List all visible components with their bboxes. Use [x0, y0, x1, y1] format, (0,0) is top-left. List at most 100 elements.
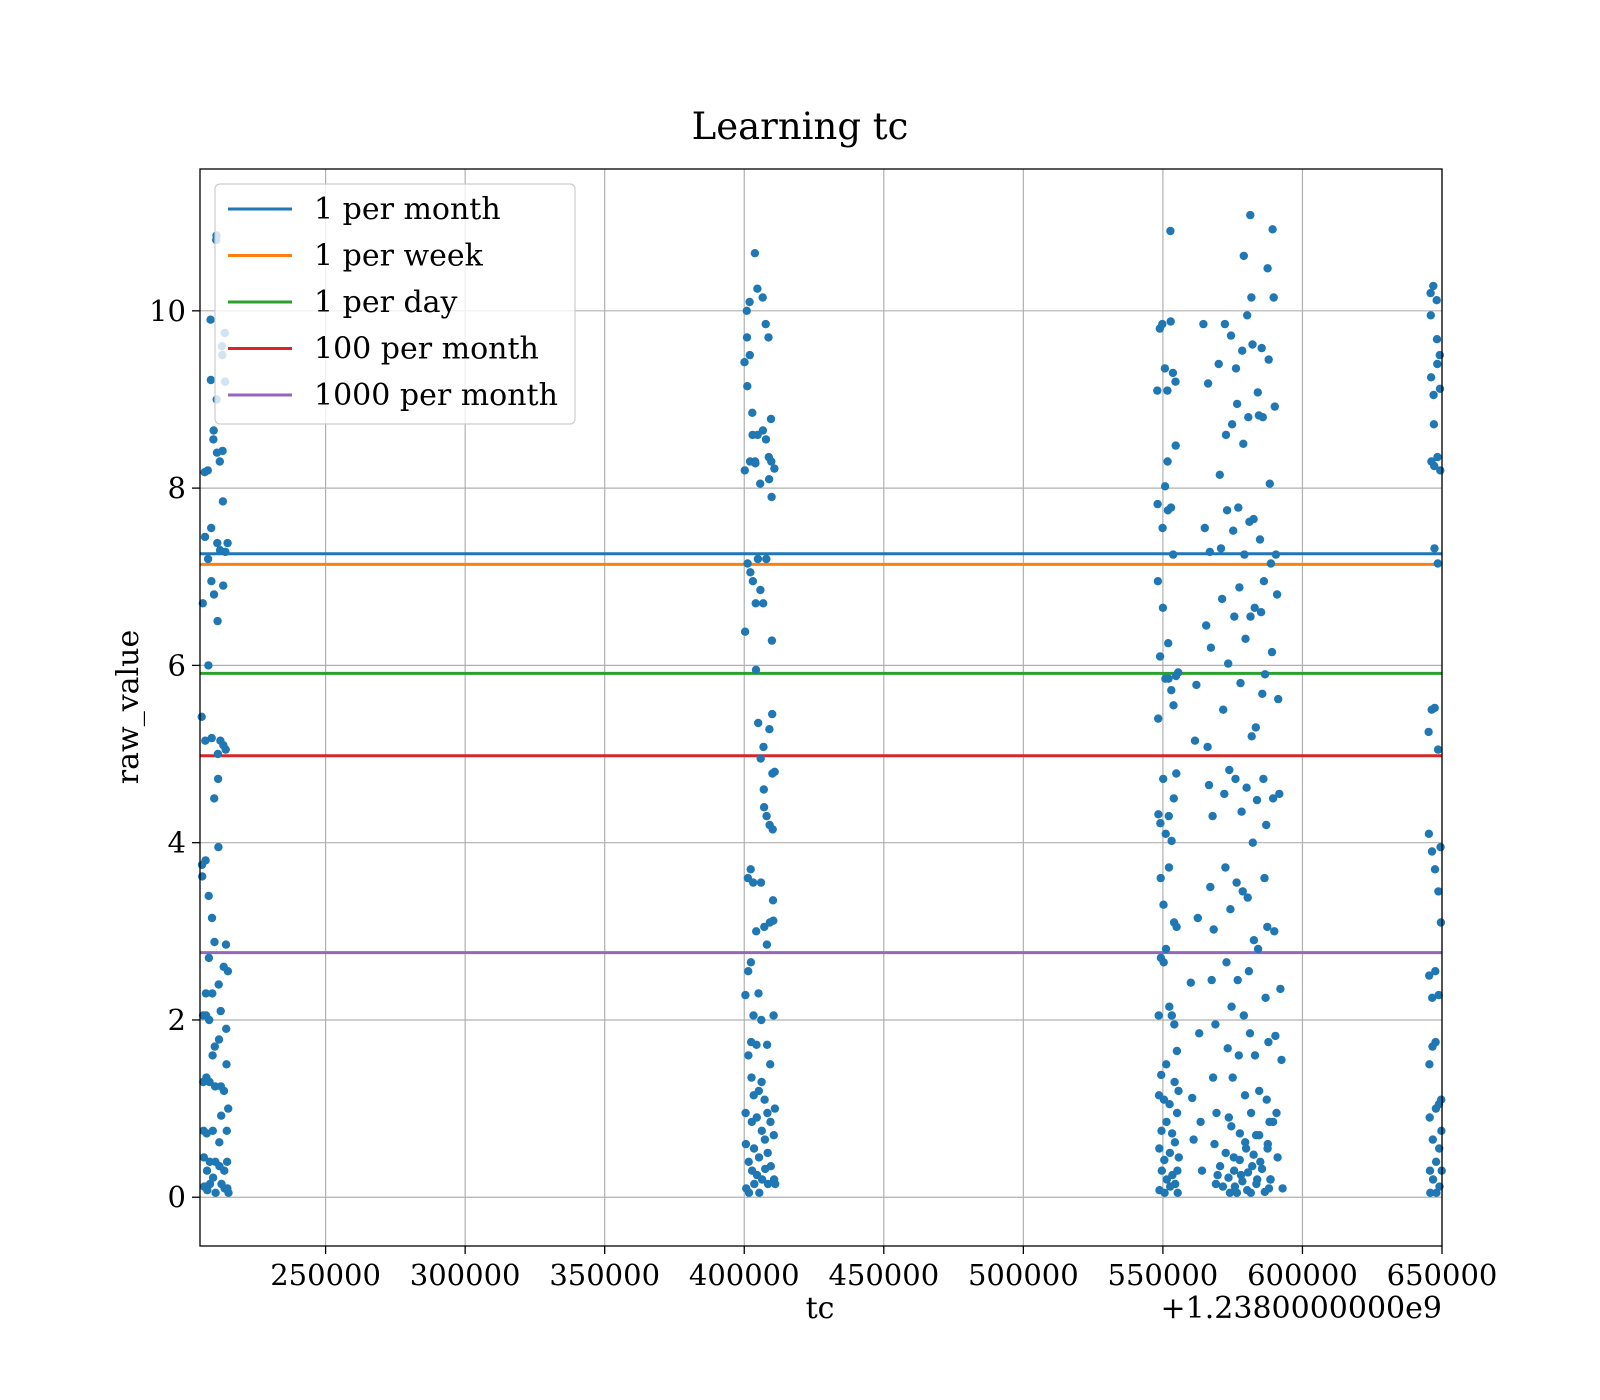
scatter-point	[1238, 1177, 1247, 1186]
scatter-point	[1218, 1182, 1228, 1191]
scatter-point	[1203, 379, 1213, 388]
scatter-point	[767, 636, 777, 645]
scatter-point	[1188, 1093, 1197, 1103]
scatter-point	[1235, 1129, 1245, 1138]
scatter-point	[750, 249, 760, 258]
scatter-point	[755, 1188, 764, 1198]
scatter-point	[1266, 1175, 1275, 1184]
scatter-point	[223, 967, 233, 976]
scatter-point	[1426, 1188, 1435, 1198]
scatter-point	[1258, 413, 1268, 422]
scatter-point	[1165, 1002, 1174, 1011]
scatter-point	[1265, 479, 1275, 488]
scatter-point	[1172, 922, 1181, 932]
scatter-point	[744, 967, 753, 976]
scatter-point	[1162, 1060, 1171, 1069]
scatter-point	[1224, 659, 1233, 668]
scatter-point	[215, 1138, 224, 1147]
y-tick-label: 4	[168, 826, 186, 860]
scatter-point	[1216, 544, 1226, 553]
scatter-point	[766, 414, 776, 424]
scatter-point	[1186, 978, 1196, 987]
scatter-point	[746, 865, 755, 874]
scatter-point	[207, 913, 217, 923]
scatter-point	[757, 1077, 766, 1087]
scatter-point	[1202, 621, 1211, 630]
scatter-point	[749, 1011, 758, 1020]
scatter-point	[1248, 340, 1257, 349]
scatter-point	[1159, 900, 1168, 909]
scatter-point	[1246, 1108, 1256, 1118]
scatter-point	[1166, 226, 1175, 236]
scatter-point	[1247, 293, 1256, 302]
scatter-point	[1220, 319, 1230, 329]
scatter-point	[740, 358, 749, 367]
scatter-point	[754, 1086, 763, 1096]
scatter-point	[1250, 1051, 1260, 1060]
scatter-point	[1258, 689, 1267, 698]
scatter-point	[1165, 1148, 1175, 1158]
scatter-point	[1153, 386, 1162, 395]
scatter-point	[1428, 993, 1437, 1002]
scatter-point	[758, 293, 767, 302]
scatter-point	[1217, 594, 1227, 604]
scatter-point	[1436, 842, 1445, 852]
scatter-point	[1255, 535, 1265, 544]
scatter-point	[1246, 612, 1255, 621]
scatter-point	[1172, 769, 1181, 778]
scatter-point	[1173, 1188, 1182, 1198]
scatter-point	[1262, 1095, 1271, 1104]
scatter-point	[210, 1042, 219, 1051]
scatter-point	[209, 590, 219, 599]
scatter-point	[211, 1188, 220, 1198]
scatter-point	[751, 459, 760, 468]
scatter-point	[769, 1011, 778, 1020]
scatter-point	[1239, 251, 1249, 261]
scatter-point	[1238, 346, 1247, 355]
scatter-point	[764, 475, 774, 484]
scatter-point	[1221, 1148, 1230, 1158]
scatter-point	[740, 466, 749, 475]
scatter-point	[213, 538, 222, 548]
scatter-point	[1244, 967, 1254, 976]
scatter-point	[1253, 388, 1263, 397]
scatter-point	[743, 382, 752, 391]
x-tick-label: 550000	[1108, 1258, 1219, 1292]
legend-entry-label: 100 per month	[314, 332, 539, 367]
scatter-point	[766, 1117, 775, 1127]
scatter-point	[221, 745, 230, 754]
scatter-point	[1431, 1037, 1440, 1047]
scatter-point	[1425, 1060, 1434, 1069]
scatter-point	[214, 1035, 224, 1044]
scatter-point	[1167, 836, 1176, 846]
scatter-point	[1153, 499, 1162, 509]
scatter-point	[752, 1040, 761, 1050]
scatter-point	[1227, 420, 1237, 429]
y-tick-label: 10	[149, 294, 186, 328]
scatter-point	[1243, 311, 1252, 320]
scatter-point	[214, 842, 223, 852]
scatter-point	[1431, 1157, 1441, 1167]
scatter-point	[1192, 680, 1201, 690]
scatter-point	[1239, 1011, 1249, 1020]
scatter-point	[1221, 430, 1231, 440]
scatter-point	[1436, 918, 1446, 927]
scatter-point	[210, 1082, 220, 1091]
scatter-point	[1229, 526, 1238, 535]
scatter-point	[1432, 296, 1441, 305]
scatter-point	[745, 297, 754, 307]
scatter-point	[1225, 765, 1234, 775]
scatter-point	[1267, 647, 1277, 657]
scatter-point	[1268, 1117, 1278, 1127]
scatter-point	[1189, 1135, 1198, 1144]
scatter-point	[208, 1173, 218, 1182]
scatter-point	[1270, 402, 1280, 411]
scatter-point	[1432, 1188, 1441, 1198]
scatter-point	[1196, 1117, 1205, 1127]
scatter-point	[1426, 288, 1435, 298]
scatter-point	[1170, 1138, 1180, 1147]
scatter-point	[208, 1051, 217, 1060]
scatter-point	[1430, 461, 1439, 471]
scatter-point	[1220, 789, 1229, 799]
scatter-point	[1169, 794, 1179, 803]
